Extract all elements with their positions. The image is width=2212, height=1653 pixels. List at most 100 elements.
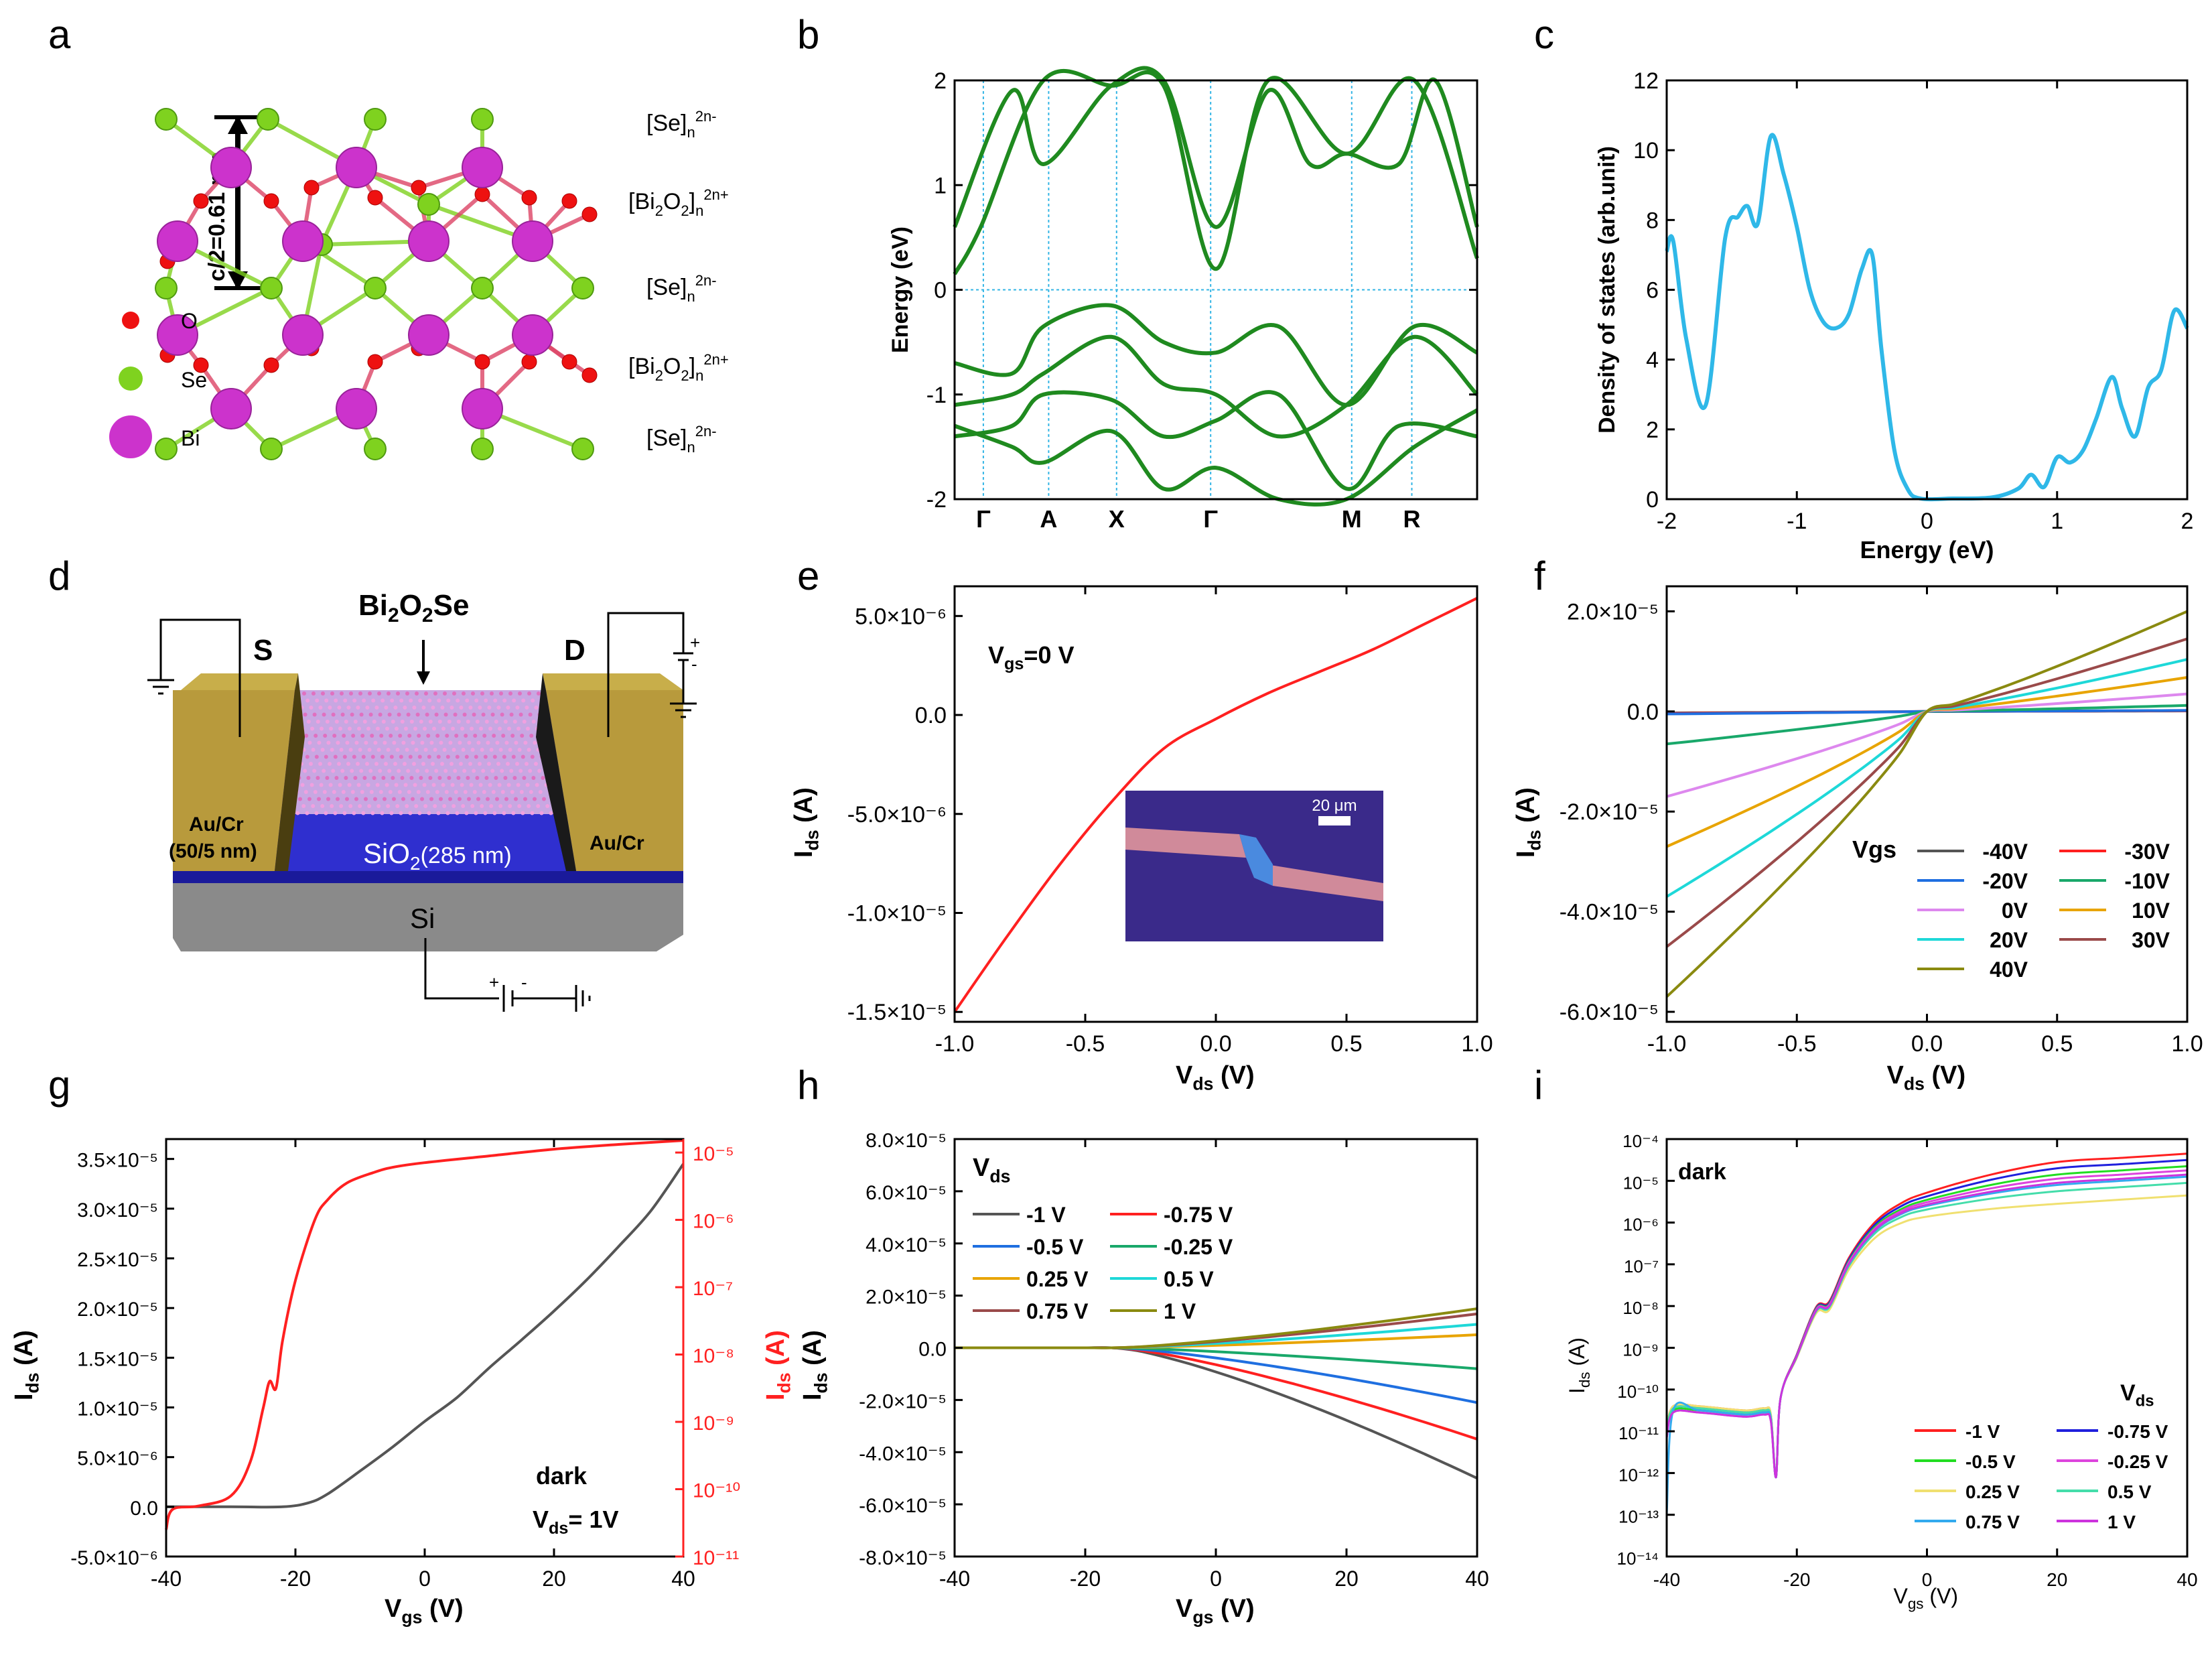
- flake-atom: [350, 712, 354, 717]
- flake-atom: [537, 769, 542, 773]
- legend-label: -0.5 V: [1026, 1235, 1084, 1259]
- flake-atom: [348, 748, 353, 752]
- flake-atom: [466, 776, 470, 780]
- sio2-layer: [173, 814, 683, 878]
- output-curve: [1665, 610, 2188, 998]
- flake-atom: [390, 698, 395, 703]
- flake-atom: [453, 769, 458, 773]
- y-tick-label: 5.0×10⁻⁶: [855, 604, 947, 629]
- flake-atom: [312, 712, 317, 717]
- flake-atom: [506, 762, 510, 766]
- flake-atom: [500, 790, 505, 794]
- y-tick-label: 10⁻¹³: [1618, 1507, 1659, 1527]
- flake-atom: [385, 783, 389, 787]
- x-tick-label: -1.0: [1647, 1031, 1687, 1057]
- flake-atom: [472, 790, 477, 794]
- flake-atom: [498, 748, 503, 752]
- x-tick-label: -0.5: [1066, 1031, 1105, 1057]
- flake-atom: [442, 804, 447, 808]
- flake-atom: [309, 762, 313, 766]
- x-tick-label: -1: [1787, 509, 1807, 534]
- flake-atom: [334, 776, 339, 780]
- flake-atom: [515, 706, 520, 710]
- panel-letter-a: a: [48, 12, 71, 57]
- right-y-tick-label: 10⁻¹¹: [693, 1547, 739, 1569]
- flake-atom: [452, 804, 456, 808]
- flake-atom: [542, 797, 546, 801]
- flake-atom: [360, 734, 365, 738]
- flake-atom: [467, 740, 472, 745]
- flake-atom: [311, 748, 316, 752]
- se-atom: [260, 438, 283, 460]
- flake-atom: [508, 691, 512, 696]
- y-tick-label: -6.0×10⁻⁵: [859, 1495, 947, 1517]
- flake-atom: [342, 734, 346, 738]
- flake-atom: [472, 712, 476, 717]
- legend-bi-atom: [109, 415, 152, 458]
- o-atom: [367, 190, 383, 206]
- y-tick-label: 1.5×10⁻⁵: [77, 1348, 158, 1370]
- y-tick-label: 2: [1646, 417, 1659, 443]
- x-tick-label: 2: [2181, 509, 2194, 534]
- flake-atom: [503, 776, 508, 780]
- x-tick-label: 1.0: [1461, 1031, 1493, 1057]
- x-tick-label: 40: [1465, 1567, 1489, 1591]
- flake-atom: [366, 783, 370, 787]
- flake-atom: [424, 691, 428, 696]
- panel-letter-h: h: [797, 1063, 819, 1108]
- flake-atom: [316, 720, 320, 724]
- flake-atom: [436, 811, 441, 815]
- flake-atom: [378, 790, 383, 794]
- flake-atom: [423, 748, 428, 752]
- drain-label: D: [564, 634, 585, 667]
- flake-atom: [386, 804, 391, 808]
- flake-atom: [534, 706, 539, 710]
- o-atom: [561, 354, 577, 370]
- o-atom: [581, 367, 598, 383]
- legend-label: 0.5 V: [2107, 1481, 2152, 1502]
- flake-atom: [372, 720, 376, 724]
- y-tick-label: -5.0×10⁻⁶: [847, 802, 947, 828]
- flake-atom: [521, 754, 525, 759]
- flake-atom: [446, 698, 451, 703]
- flake-atom: [325, 720, 330, 724]
- flake-atom: [517, 804, 522, 808]
- flake-atom: [504, 740, 509, 745]
- flake-atom: [443, 691, 447, 696]
- flake-atom: [374, 706, 379, 710]
- flake-atom: [405, 691, 409, 696]
- k-point-label: M: [1342, 505, 1362, 533]
- flake-atom: [490, 769, 495, 773]
- flake-atom: [533, 797, 537, 801]
- flake-atom: [340, 769, 345, 773]
- o-atom: [263, 357, 279, 373]
- flake-atom: [497, 783, 502, 787]
- output-curve: [1665, 637, 2188, 948]
- panel-h-transfer-curves: -40 -20 0 20 40 -8.0×10⁻⁵ -6.0×10⁻⁵ -4.0×10⁻⁵ -2…: [799, 1130, 1489, 1628]
- flake-atom: [331, 769, 336, 773]
- flake-atom: [441, 726, 445, 731]
- flake-atom: [523, 797, 527, 801]
- flake-atom: [391, 720, 395, 724]
- flake-atom: [373, 797, 377, 801]
- o-atom: [561, 193, 577, 209]
- flake-atom: [305, 754, 309, 759]
- flake-atom: [474, 811, 478, 815]
- flake-atom: [484, 720, 489, 724]
- flake-atom: [523, 740, 528, 745]
- se-atom: [417, 193, 440, 216]
- flake-atom: [357, 726, 361, 731]
- flake-atom: [405, 804, 409, 808]
- flake-atom: [510, 734, 515, 738]
- flake-atom: [365, 706, 370, 710]
- flake-atom: [510, 790, 514, 794]
- y-tick-label: 3.0×10⁻⁵: [77, 1199, 158, 1221]
- flake-atom: [427, 698, 432, 703]
- flake-atom: [407, 790, 411, 794]
- flake-atom: [475, 776, 480, 780]
- flake-atom: [420, 740, 425, 745]
- flake-atom: [473, 734, 478, 738]
- flake-atom: [368, 691, 372, 696]
- legend-label: 1 V: [2107, 1512, 2136, 1532]
- flake-atom: [404, 726, 408, 731]
